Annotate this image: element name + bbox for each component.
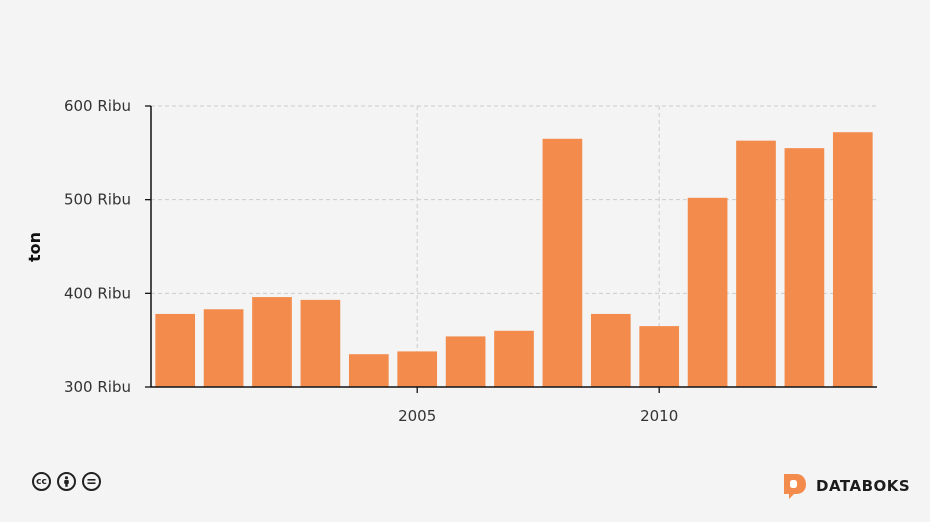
bar-2011[interactable]	[687, 197, 728, 387]
y-tick-label: 300 Ribu	[64, 378, 131, 396]
bar-2001[interactable]	[203, 309, 244, 387]
bar-2012[interactable]	[736, 140, 776, 387]
bar-2013[interactable]	[784, 148, 825, 387]
bar-2010[interactable]	[639, 326, 680, 387]
no-derivatives-icon	[82, 472, 101, 491]
bar-2000[interactable]	[155, 313, 196, 387]
bar-2014[interactable]	[832, 132, 873, 387]
brand-name: DATABOKS	[816, 477, 911, 495]
bar-2002[interactable]	[252, 297, 292, 387]
bar-2005[interactable]	[397, 351, 438, 387]
attribution-icon	[57, 472, 76, 491]
bar-2003[interactable]	[300, 299, 341, 387]
axes	[145, 105, 877, 393]
bars	[155, 132, 873, 387]
bar-2007[interactable]	[494, 330, 534, 387]
y-tick-label: 400 Ribu	[64, 284, 131, 302]
x-tick-label: 2005	[398, 407, 436, 425]
bar-2004[interactable]	[348, 354, 389, 387]
x-tick-label: 2010	[640, 407, 678, 425]
tick-labels: 600 Ribu 500 Ribu 400 Ribu 300 Ribu 2005 2010	[64, 97, 678, 425]
bar-2009[interactable]	[590, 313, 631, 387]
y-tick-label: 500 Ribu	[64, 191, 131, 209]
bar-2006[interactable]	[445, 336, 486, 387]
y-axis-label: ton	[25, 232, 44, 262]
brand-logo[interactable]: DATABOKS	[782, 472, 910, 500]
cc-icon: cc	[32, 472, 51, 491]
y-tick-label: 600 Ribu	[64, 97, 131, 115]
license-icons: cc	[32, 472, 101, 491]
databoks-logo-icon	[784, 474, 806, 499]
bar-2008[interactable]	[542, 138, 583, 387]
